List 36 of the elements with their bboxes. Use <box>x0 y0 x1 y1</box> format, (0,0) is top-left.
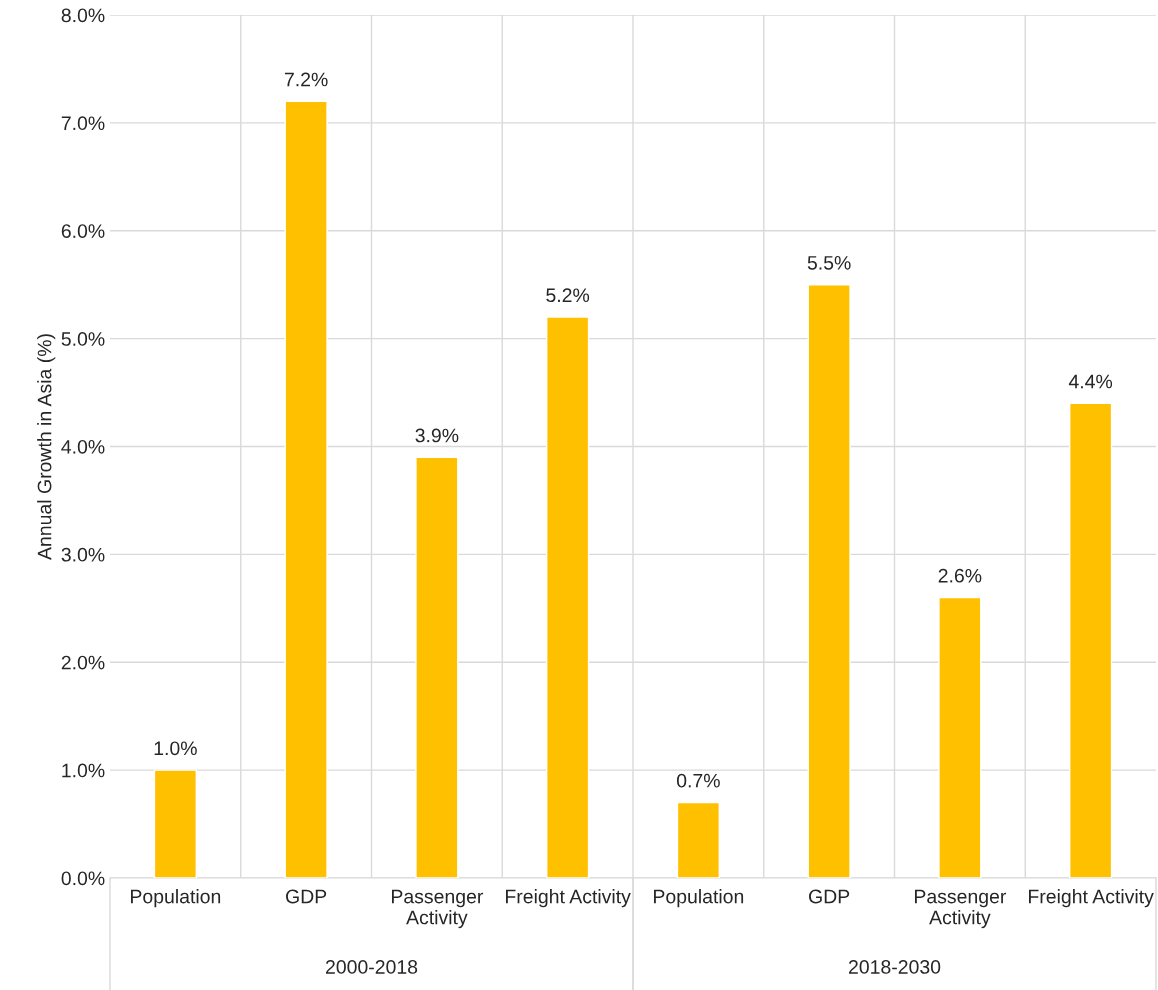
bar <box>938 596 982 878</box>
x-tick-label: Passenger Activity <box>391 889 484 929</box>
text: 2000-2018 <box>325 960 418 974</box>
bar <box>153 769 197 878</box>
y-tick-label: 2.0% <box>61 655 105 670</box>
data-label: 5.2% <box>546 288 590 303</box>
bar <box>676 801 720 878</box>
x-tick-label: Freight Activity <box>1029 889 1154 908</box>
x-tick-label: GDP <box>809 889 850 904</box>
bar <box>415 456 459 878</box>
y-axis-title: Annual Growth in Asia (%) <box>37 334 56 560</box>
y-tick-label: 8.0% <box>61 8 105 23</box>
y-tick-label: 0.0% <box>61 871 105 886</box>
y-tick-label: 7.0% <box>61 116 105 131</box>
bar <box>284 100 328 878</box>
data-label: 0.7% <box>676 773 720 788</box>
x-tick-label: Population <box>654 889 744 908</box>
data-label: 7.2% <box>284 72 328 87</box>
y-tick-label: 5.0% <box>61 332 105 346</box>
data-label: 4.4% <box>1068 374 1113 389</box>
bar <box>807 283 851 878</box>
x-tick-label: Freight Activity <box>506 889 631 908</box>
y-tick-label: 3.0% <box>61 547 105 562</box>
x-tick-label: GDP <box>286 889 327 904</box>
data-label: 1.0% <box>154 741 197 756</box>
y-tick-label: 6.0% <box>61 224 105 238</box>
x-tick-label: Passenger Activity <box>914 889 1007 929</box>
bar <box>1069 402 1113 878</box>
text: 2018-2030 <box>848 960 941 974</box>
y-tick-label: 4.0% <box>61 439 105 454</box>
data-label: 5.5% <box>807 256 851 270</box>
bar <box>546 316 590 878</box>
data-label: 2.6% <box>938 568 982 583</box>
x-tick-label: Population <box>131 889 221 908</box>
data-label: 3.9% <box>415 428 459 443</box>
y-tick-label: 1.0% <box>62 763 105 778</box>
